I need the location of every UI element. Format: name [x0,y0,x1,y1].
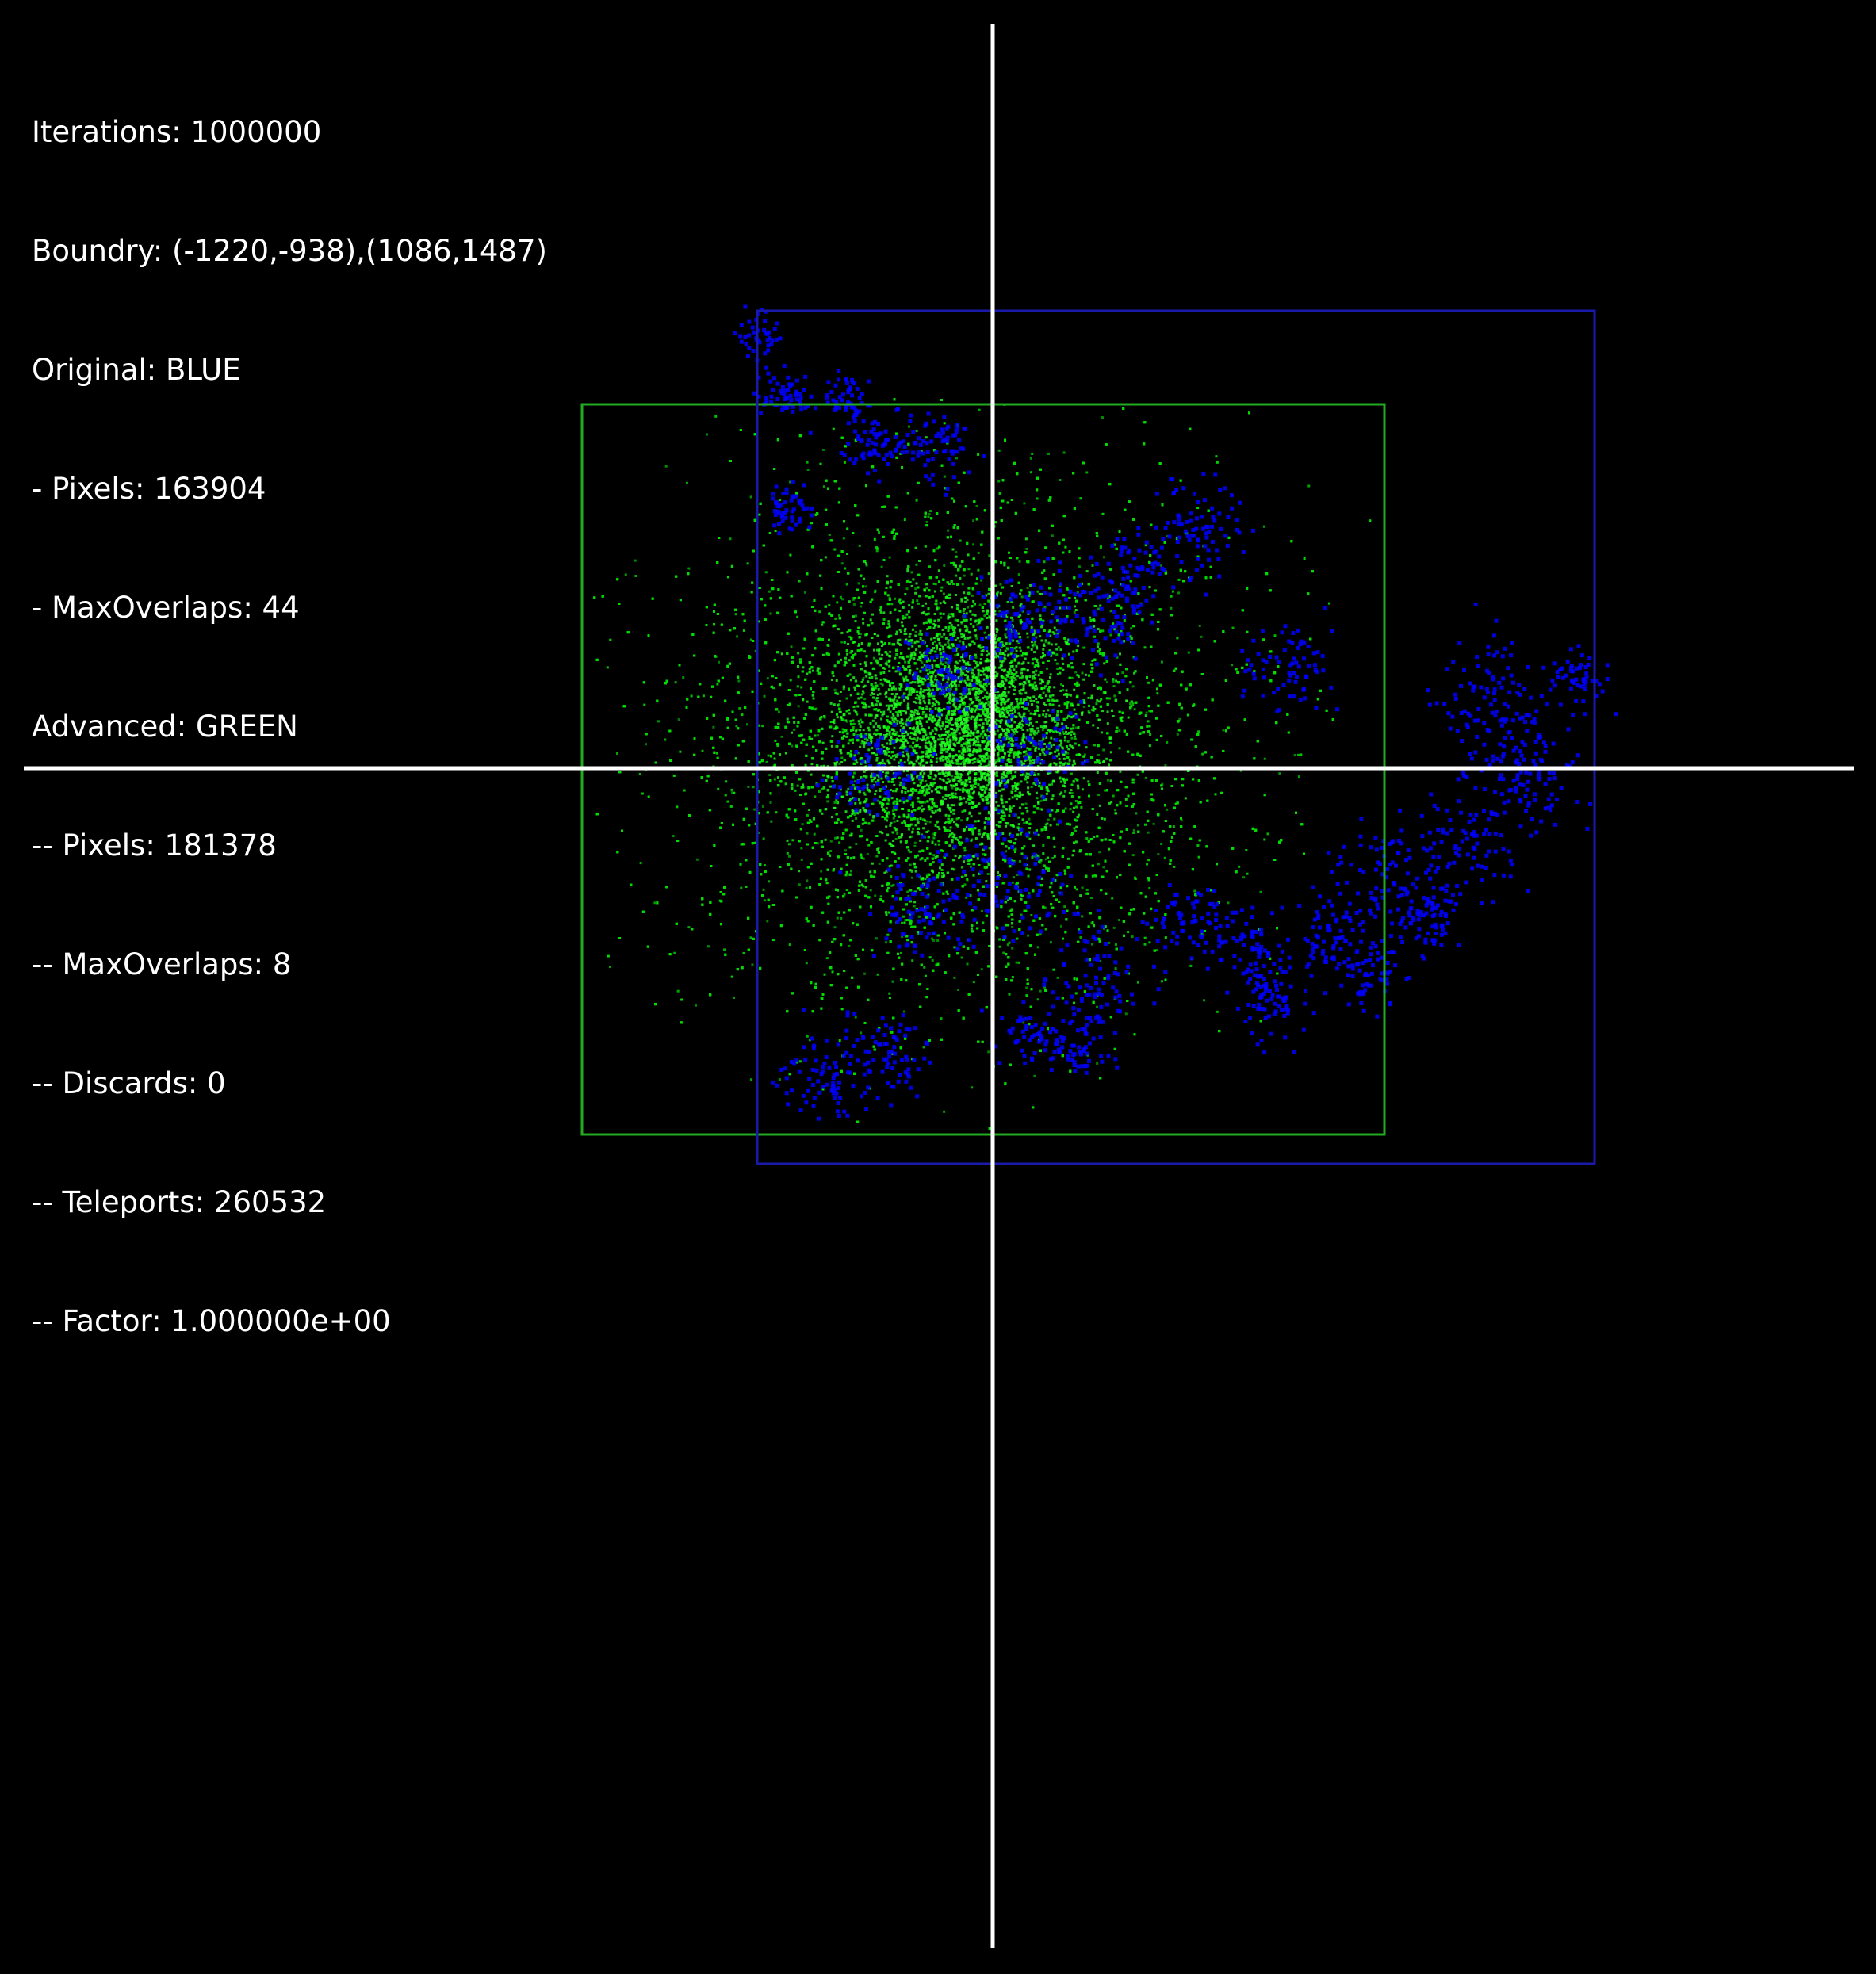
iterations-label: Iterations: 1000000 [32,113,547,152]
advanced-teleports-label: -- Teleports: 260532 [32,1183,547,1222]
original-blue-point-cloud [733,305,1618,1121]
advanced-pixels-label: -- Pixels: 181378 [32,826,547,866]
advanced-label: Advanced: GREEN [32,707,547,747]
advanced-green-point-cloud [593,398,1371,1130]
advanced-max-overlaps-label: -- MaxOverlaps: 8 [32,945,547,985]
advanced-discards-label: -- Discards: 0 [32,1064,547,1104]
original-max-overlaps-label: - MaxOverlaps: 44 [32,588,547,628]
original-pixels-label: - Pixels: 163904 [32,469,547,509]
boundry-label: Boundry: (-1220,-938),(1086,1487) [32,231,547,271]
original-label: Original: BLUE [32,350,547,390]
simulation-stats-panel: Iterations: 1000000 Boundry: (-1220,-938… [32,33,547,1421]
advanced-factor-label: -- Factor: 1.000000e+00 [32,1302,547,1341]
